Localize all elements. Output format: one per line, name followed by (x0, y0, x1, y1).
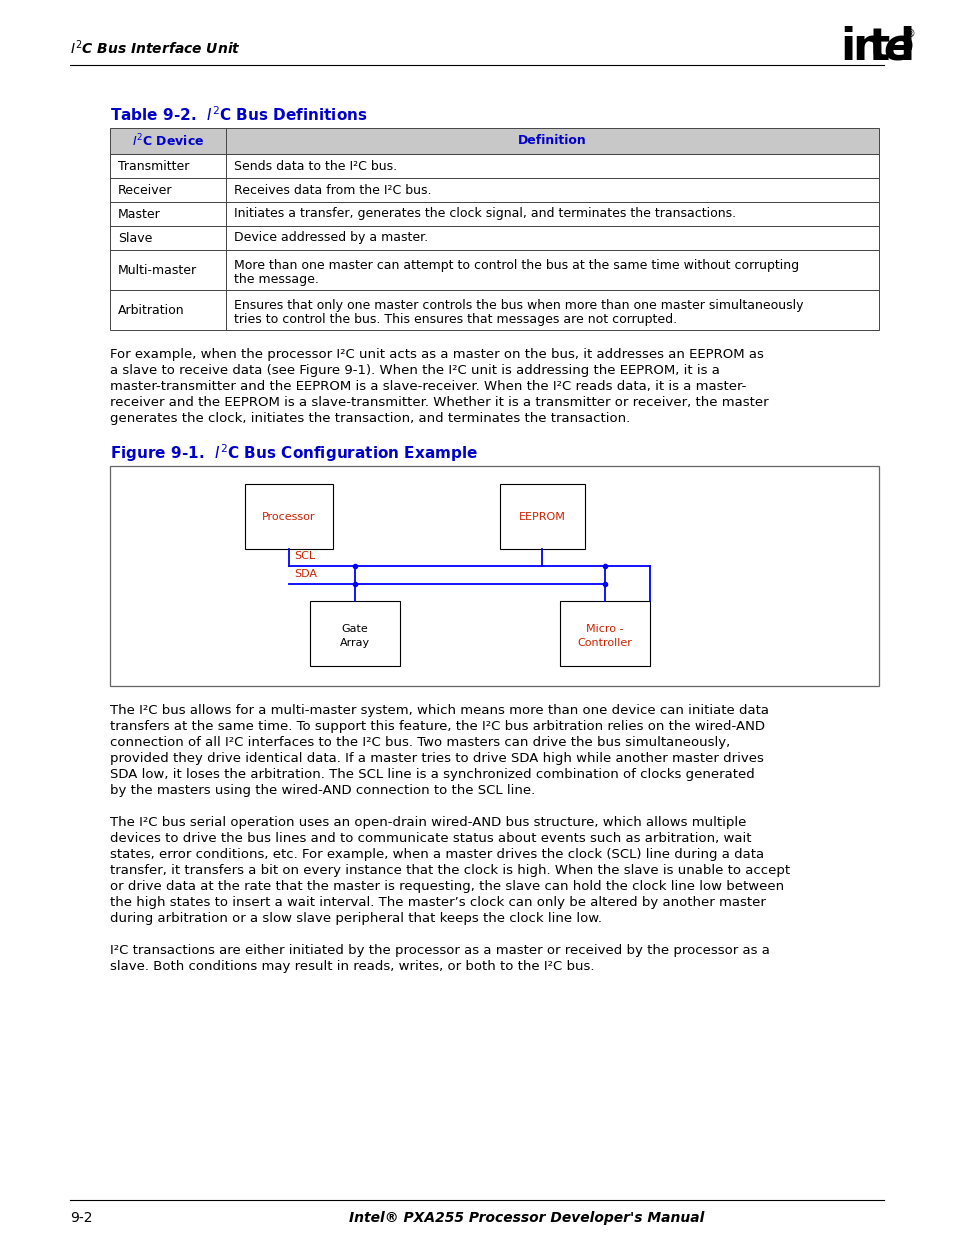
Text: tries to control the bus. This ensures that messages are not corrupted.: tries to control the bus. This ensures t… (233, 312, 677, 326)
Text: Transmitter: Transmitter (118, 159, 190, 173)
Text: Array: Array (339, 638, 370, 648)
Text: Processor: Processor (262, 511, 315, 521)
Text: For example, when the processor I²C unit acts as a master on the bus, it address: For example, when the processor I²C unit… (110, 348, 763, 361)
Text: Master: Master (118, 207, 161, 221)
Text: t: t (867, 26, 888, 69)
Text: transfers at the same time. To support this feature, the I²C bus arbitration rel: transfers at the same time. To support t… (110, 720, 764, 734)
Bar (110, 128, 878, 154)
Text: connection of all I²C interfaces to the I²C bus. Two masters can drive the bus s: connection of all I²C interfaces to the … (110, 736, 729, 748)
Text: states, error conditions, etc. For example, when a master drives the clock (SCL): states, error conditions, etc. For examp… (110, 848, 763, 861)
Text: 9-2: 9-2 (70, 1212, 92, 1225)
Text: slave. Both conditions may result in reads, writes, or both to the I²C bus.: slave. Both conditions may result in rea… (110, 960, 594, 973)
Text: Controller: Controller (577, 638, 632, 648)
Text: Receives data from the I²C bus.: Receives data from the I²C bus. (233, 184, 431, 196)
Text: SCL: SCL (294, 551, 314, 561)
Text: Table 9-2.  $I^2$C Bus Definitions: Table 9-2. $I^2$C Bus Definitions (110, 106, 367, 125)
Text: More than one master can attempt to control the bus at the same time without cor: More than one master can attempt to cont… (233, 258, 799, 272)
Text: Intel® PXA255 Processor Developer's Manual: Intel® PXA255 Processor Developer's Manu… (349, 1212, 704, 1225)
Text: transfer, it transfers a bit on every instance that the clock is high. When the : transfer, it transfers a bit on every in… (110, 864, 789, 877)
Text: $I^2$C Device: $I^2$C Device (132, 132, 204, 149)
Text: Ensures that only one master controls the bus when more than one master simultan: Ensures that only one master controls th… (233, 299, 802, 311)
Bar (559, 601, 649, 666)
Bar (110, 290, 878, 330)
Text: Figure 9-1.  $I^2$C Bus Configuration Example: Figure 9-1. $I^2$C Bus Configuration Exa… (110, 442, 477, 463)
Text: Device addressed by a master.: Device addressed by a master. (233, 231, 428, 245)
Text: provided they drive identical data. If a master tries to drive SDA high while an: provided they drive identical data. If a… (110, 752, 763, 764)
Bar (110, 466, 878, 685)
Text: SDA low, it loses the arbitration. The SCL line is a synchronized combination of: SDA low, it loses the arbitration. The S… (110, 768, 754, 781)
Bar (110, 154, 878, 178)
Text: SDA: SDA (294, 569, 316, 579)
Text: a slave to receive data (see Figure 9-1). When the I²C unit is addressing the EE: a slave to receive data (see Figure 9-1)… (110, 364, 720, 377)
Text: The I²C bus allows for a multi-master system, which means more than one device c: The I²C bus allows for a multi-master sy… (110, 704, 768, 718)
Text: the high states to insert a wait interval. The master’s clock can only be altere: the high states to insert a wait interva… (110, 897, 765, 909)
Text: Arbitration: Arbitration (118, 304, 185, 316)
Text: devices to drive the bus lines and to communicate status about events such as ar: devices to drive the bus lines and to co… (110, 832, 751, 845)
Text: Receiver: Receiver (118, 184, 172, 196)
Text: The I²C bus serial operation uses an open-drain wired-AND bus structure, which a: The I²C bus serial operation uses an ope… (110, 816, 745, 829)
Text: $I^2$C Bus Interface Unit: $I^2$C Bus Interface Unit (70, 38, 241, 57)
Text: master-transmitter and the EEPROM is a slave-receiver. When the I²C reads data, : master-transmitter and the EEPROM is a s… (110, 380, 745, 393)
Text: Micro -: Micro - (586, 624, 623, 634)
Text: e: e (882, 26, 912, 69)
Text: generates the clock, initiates the transaction, and terminates the transaction.: generates the clock, initiates the trans… (110, 412, 630, 425)
Bar (245, 484, 333, 550)
Text: by the masters using the wired-AND connection to the SCL line.: by the masters using the wired-AND conne… (110, 784, 535, 797)
Text: EEPROM: EEPROM (518, 511, 565, 521)
Text: or drive data at the rate that the master is requesting, the slave can hold the : or drive data at the rate that the maste… (110, 881, 783, 893)
Text: during arbitration or a slow slave peripheral that keeps the clock line low.: during arbitration or a slow slave perip… (110, 911, 601, 925)
Bar (110, 178, 878, 203)
Bar (110, 249, 878, 290)
Text: Sends data to the I²C bus.: Sends data to the I²C bus. (233, 159, 396, 173)
Bar (310, 601, 399, 666)
Bar (499, 484, 584, 550)
Text: i: i (840, 26, 854, 69)
Text: n: n (851, 26, 882, 69)
Text: Multi-master: Multi-master (118, 263, 197, 277)
Text: Initiates a transfer, generates the clock signal, and terminates the transaction: Initiates a transfer, generates the cloc… (233, 207, 736, 221)
Text: Slave: Slave (118, 231, 152, 245)
Bar (110, 226, 878, 249)
Text: ®: ® (905, 28, 915, 40)
Text: the message.: the message. (233, 273, 318, 285)
Text: receiver and the EEPROM is a slave-transmitter. Whether it is a transmitter or r: receiver and the EEPROM is a slave-trans… (110, 396, 768, 409)
Text: Definition: Definition (517, 135, 586, 147)
Text: I²C transactions are either initiated by the processor as a master or received b: I²C transactions are either initiated by… (110, 944, 769, 957)
Bar (110, 203, 878, 226)
Text: l: l (898, 26, 913, 69)
Text: Gate: Gate (341, 624, 368, 634)
